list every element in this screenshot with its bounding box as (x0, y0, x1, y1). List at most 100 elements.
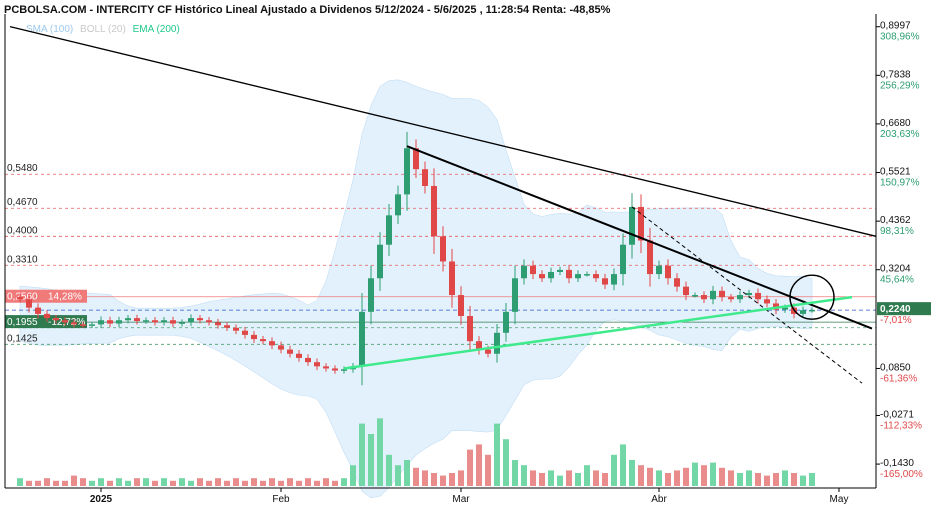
chart-title: PCBOLSA.COM - INTERCITY CF Histórico Lin… (4, 4, 611, 16)
volume-bar (98, 478, 104, 486)
candle-body (98, 320, 104, 325)
candles (17, 131, 815, 386)
right-tick-pct: 308,96% (880, 32, 920, 43)
candle-body (170, 320, 176, 324)
indicator-legend: SMA (100) BOLL (20) EMA (200) (26, 24, 184, 35)
volume-bar (746, 470, 752, 486)
level-label: 0,3310 (7, 254, 38, 265)
candle-body (422, 169, 428, 186)
candle-body (233, 327, 239, 331)
volume-bar (116, 478, 122, 486)
candle-body (143, 320, 149, 322)
candle-body (242, 330, 248, 335)
volume-bar (458, 470, 464, 486)
volume-bar (566, 470, 572, 486)
right-tick-pct: 256,29% (880, 80, 920, 91)
legend-boll[interactable]: BOLL (20) (80, 24, 126, 35)
current-price-badge (877, 302, 931, 316)
legend-sma[interactable]: SMA (100) (26, 24, 74, 35)
candle-body (386, 215, 392, 245)
candle-body (575, 274, 581, 279)
volume-bar (341, 478, 347, 486)
volume-bar (611, 454, 617, 486)
badge-price: 0,1955 (7, 317, 38, 328)
volume-bar (242, 480, 248, 486)
volume-bar (503, 439, 509, 486)
candle-body (305, 357, 311, 363)
volume-bar (539, 473, 545, 486)
volume-bar (530, 470, 536, 486)
volume-bar (620, 444, 626, 486)
volume-bar (35, 480, 41, 486)
candle-body (404, 148, 410, 195)
candle-body (359, 311, 365, 367)
candle-body (332, 368, 338, 371)
volume-bar (800, 475, 806, 486)
dashed-trendline (631, 206, 863, 384)
candle-body (188, 318, 194, 323)
candle-body (215, 322, 221, 326)
downtrend-line (406, 145, 873, 330)
right-tick-price: 0,5521 (880, 167, 911, 178)
legend-ema[interactable]: EMA (200) (132, 24, 180, 35)
candle-body (593, 274, 599, 279)
candle-body (431, 185, 437, 237)
candle-body (485, 349, 491, 354)
volume-bar (251, 478, 257, 486)
volume-bar (215, 478, 221, 486)
candle-body (710, 290, 716, 300)
volume-bar (359, 423, 365, 486)
volume-bar (44, 478, 50, 486)
volume-bar (134, 478, 140, 486)
volume-bar (53, 480, 59, 486)
volume-bar (233, 478, 239, 486)
candle-body (701, 295, 707, 300)
candle-body (656, 265, 662, 275)
candle-body (548, 271, 554, 279)
candle-body (584, 274, 590, 276)
volume-bar (494, 423, 500, 486)
candle-body (395, 194, 401, 216)
candle-body (755, 292, 761, 300)
candle-body (764, 299, 770, 304)
candle-body (341, 369, 347, 371)
candle-body (503, 311, 509, 333)
volume-bar (557, 475, 563, 486)
candle-body (413, 148, 419, 170)
candle-body (809, 309, 815, 312)
x-tick-label: Feb (272, 494, 290, 505)
right-tick-price: 0,8997 (880, 21, 911, 32)
volume-bars (17, 418, 815, 486)
candle-body (566, 269, 572, 279)
right-tick-price: -0,0271 (880, 409, 914, 420)
volume-bar (683, 467, 689, 486)
right-tick-pct: -61,36% (880, 373, 917, 384)
candle-body (692, 295, 698, 297)
trendlines (9, 25, 877, 384)
candle-body (557, 269, 563, 272)
volume-bar (656, 470, 662, 486)
candle-body (89, 324, 95, 326)
candle-body (728, 297, 734, 300)
volume-bar (521, 465, 527, 486)
candle-body (35, 307, 41, 314)
candle-body (539, 274, 545, 279)
level-label: 0,5480 (7, 163, 38, 174)
volume-bar (737, 473, 743, 486)
candle-body (62, 320, 68, 323)
candle-body (26, 299, 32, 308)
volume-bar (323, 478, 329, 486)
price-badge (5, 315, 87, 329)
volume-bar (62, 480, 68, 486)
level-label: 0,4000 (7, 225, 38, 236)
badge-pct: 14,28% (48, 292, 82, 303)
candle-body (647, 240, 653, 275)
support-line (343, 295, 853, 370)
volume-bar (638, 465, 644, 486)
volume-bar (107, 480, 113, 486)
candle-body (260, 339, 266, 342)
volume-bar (593, 470, 599, 486)
candle-body (746, 292, 752, 296)
candle-body (665, 265, 671, 279)
